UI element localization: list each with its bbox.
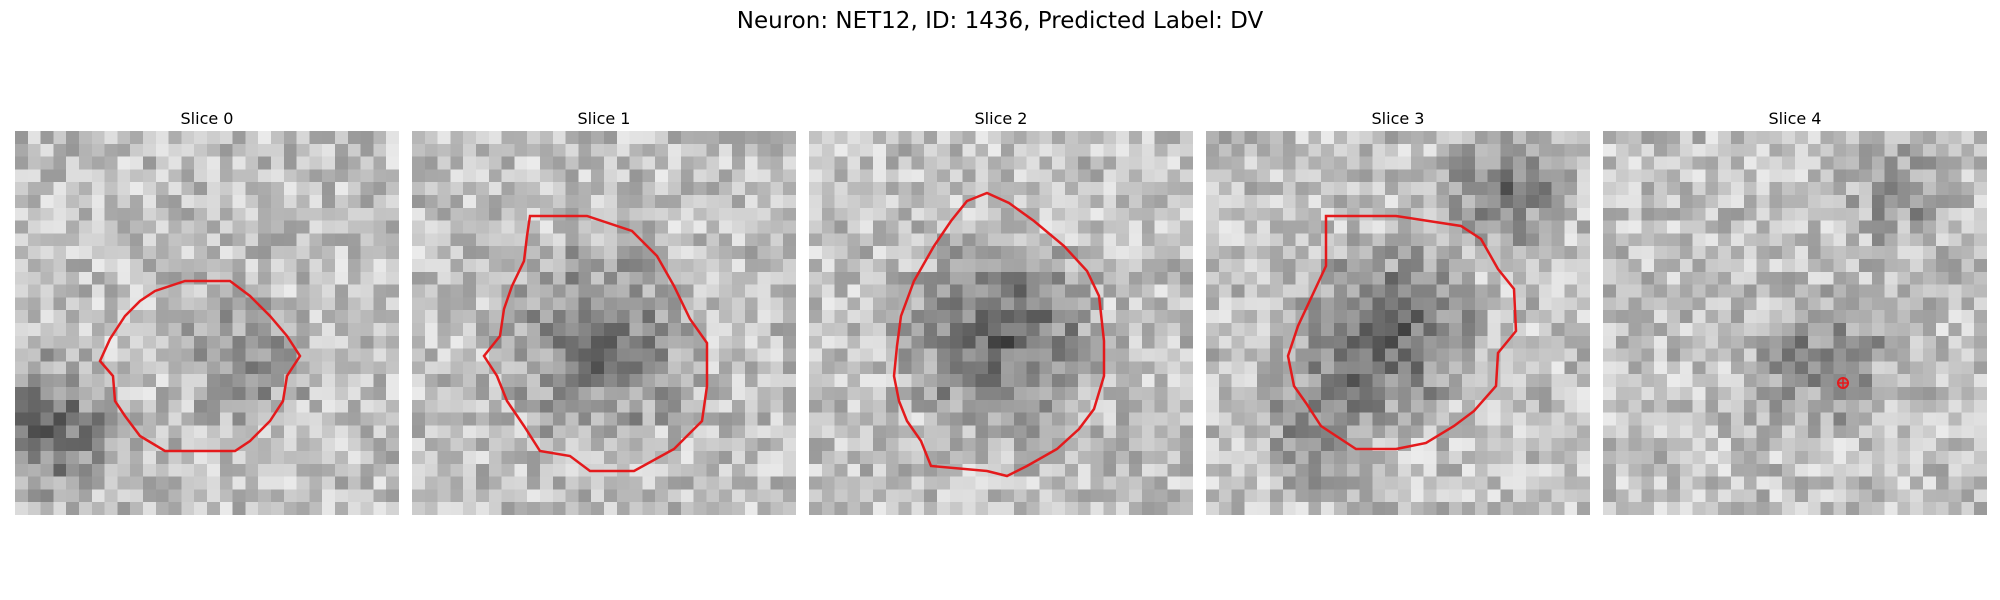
- grayscale-pixels: [15, 131, 399, 515]
- slice-panel-4: Slice 4: [1603, 107, 1987, 515]
- slice-title: Slice 4: [1768, 109, 1822, 128]
- slice-image: [809, 131, 1193, 515]
- slice-image: [1206, 131, 1590, 515]
- slice-title: Slice 3: [1371, 109, 1425, 128]
- neuron-contour: [1286, 214, 1518, 451]
- slice-panel-0: Slice 0: [15, 107, 399, 515]
- neuron-contour: [892, 191, 1106, 478]
- grayscale-pixels: [412, 131, 796, 515]
- slice-panel-3: Slice 3: [1206, 107, 1590, 515]
- grayscale-pixels: [1603, 131, 1987, 515]
- slice-panel-2: Slice 2: [809, 107, 1193, 515]
- slice-image: [1603, 131, 1987, 515]
- slice-image: [15, 131, 399, 515]
- slice-title: Slice 0: [180, 109, 234, 128]
- slice-panel-1: Slice 1: [412, 107, 796, 515]
- neuron-contour: [482, 214, 709, 473]
- figure-title: Neuron: NET12, ID: 1436, Predicted Label…: [736, 8, 1264, 34]
- slice-image: [412, 131, 796, 515]
- grayscale-pixels: [1206, 131, 1590, 515]
- slice-title: Slice 2: [974, 109, 1028, 128]
- neuron-contour: [98, 279, 302, 453]
- grayscale-pixels: [809, 131, 1193, 515]
- slice-title: Slice 1: [577, 109, 631, 128]
